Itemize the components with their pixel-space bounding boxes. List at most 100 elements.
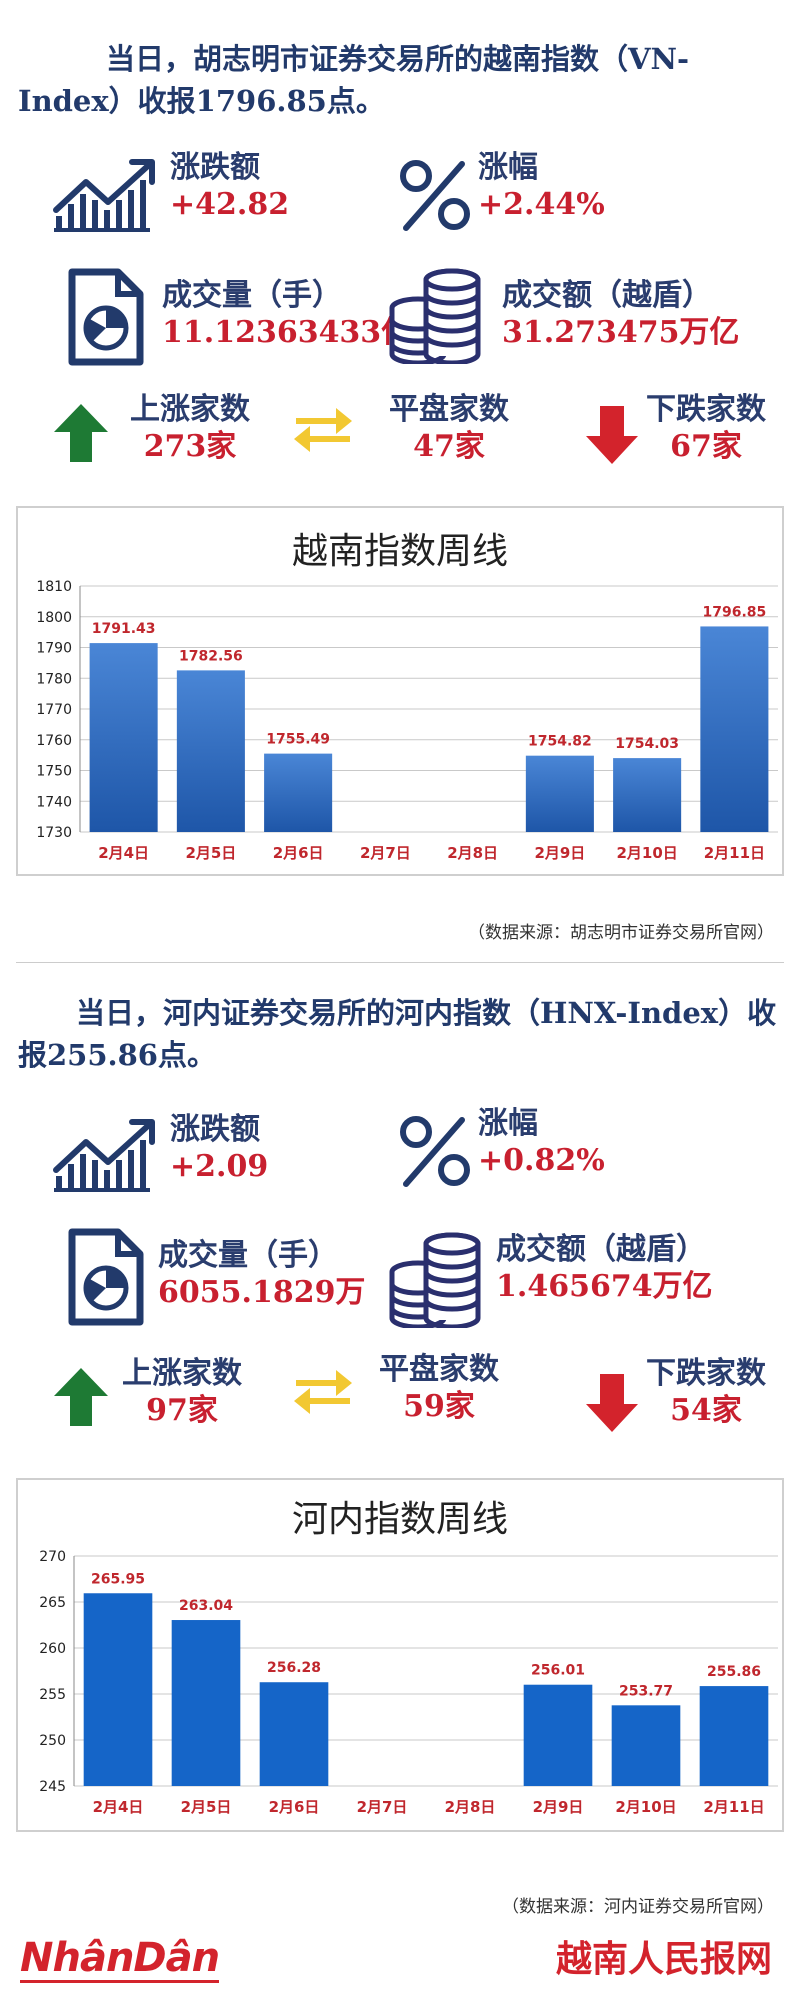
bar	[699, 1686, 769, 1786]
arrow-down-icon	[586, 1374, 638, 1432]
chart-trend-up-icon	[53, 159, 155, 232]
down-label: 下跌家数	[646, 1356, 766, 1391]
bar	[176, 670, 245, 832]
bar-value-label: 1782.56	[179, 648, 243, 664]
x-tick-label: 2月8日	[447, 844, 498, 862]
bar-value-label: 253.77	[619, 1683, 673, 1699]
x-tick-label: 2月4日	[93, 1798, 144, 1816]
down-value: 54家	[670, 1393, 742, 1428]
up-value: 97家	[146, 1393, 218, 1428]
hose-volume: 成交量（手） 11.12363433亿	[162, 278, 411, 352]
x-tick-label: 2月5日	[185, 844, 236, 862]
brand-name: 越南人民报网	[555, 1939, 772, 1980]
turnover-value: 31.273475万亿	[502, 315, 740, 350]
down-label: 下跌家数	[646, 392, 766, 427]
x-tick-label: 2月10日	[615, 1798, 676, 1816]
coins-stack-icon	[389, 1232, 481, 1328]
x-tick-label: 2月9日	[534, 844, 585, 862]
volume-label: 成交量（手）	[162, 278, 342, 313]
x-tick-label: 2月8日	[445, 1798, 496, 1816]
hose-pct: 涨幅 +2.44%	[478, 150, 605, 224]
up-label: 上涨家数	[122, 1356, 242, 1391]
hnx-turnover: 成交额（越盾） 1.465674万亿	[496, 1232, 713, 1306]
percent-icon	[400, 1116, 470, 1187]
arrow-up-icon	[54, 404, 108, 462]
bar	[83, 1593, 153, 1786]
swap-arrows-icon	[294, 1370, 352, 1414]
bar	[613, 758, 682, 832]
bar	[171, 1620, 241, 1786]
bar-value-label: 263.04	[179, 1598, 233, 1614]
volume-label: 成交量（手）	[158, 1238, 338, 1273]
y-tick-label: 260	[39, 1641, 66, 1657]
arrow-up-icon	[54, 1368, 108, 1426]
change-value: +42.82	[170, 187, 290, 222]
vnindex-chart-plot: 1730 1740 1750 1760 1770 1780 1790 1800 1810 1791…	[36, 579, 778, 862]
hnx-pct: 涨幅 +0.82%	[478, 1106, 605, 1180]
percent-icon	[400, 160, 470, 231]
hose-up-count: 上涨家数 273家	[110, 392, 270, 466]
bar-value-label: 1754.82	[528, 734, 592, 750]
hose-change: 涨跌额 +42.82	[170, 150, 289, 224]
chart-trend-up-icon	[53, 1119, 155, 1192]
hnxindex-chart-plot: 245 250 255 260 265 270 265.95 2月4日 263.04 2月5日 25…	[39, 1549, 778, 1816]
x-tick-label: 2月10日	[616, 844, 677, 862]
hnx-volume: 成交量（手） 6055.1829万	[158, 1238, 365, 1312]
y-tick-label: 1750	[36, 764, 72, 780]
pct-label: 涨幅	[478, 150, 538, 185]
y-tick-label: 1800	[36, 610, 72, 626]
volume-value: 6055.1829万	[158, 1275, 366, 1310]
y-tick-label: 1740	[36, 794, 72, 810]
up-label: 上涨家数	[130, 392, 250, 427]
bar-value-label: 256.28	[267, 1660, 321, 1676]
y-tick-label: 1770	[36, 702, 72, 718]
hose-down-count: 下跌家数 67家	[626, 392, 786, 466]
x-tick-label: 2月4日	[98, 844, 149, 862]
y-tick-label: 265	[39, 1595, 66, 1611]
bar-value-label: 265.95	[91, 1571, 145, 1587]
bar	[259, 1682, 329, 1786]
hose-flat-count: 平盘家数 47家	[364, 392, 534, 466]
change-label: 涨跌额	[170, 150, 260, 185]
hnx-source: （数据来源：河内证券交易所官网）	[502, 1897, 774, 1917]
hose-source: （数据来源：胡志明市证券交易所官网）	[468, 923, 774, 943]
arrow-down-icon	[586, 406, 638, 464]
bar-value-label: 256.01	[531, 1663, 585, 1679]
bar	[264, 753, 333, 832]
y-tick-label: 245	[39, 1779, 66, 1795]
x-tick-label: 2月7日	[357, 1798, 408, 1816]
nhandan-logo: NhânDân	[20, 1935, 220, 1983]
flat-label: 平盘家数	[379, 1352, 499, 1387]
bar	[523, 1684, 593, 1786]
y-tick-label: 1790	[36, 641, 72, 657]
chart-title: 河内指数周线	[291, 1499, 508, 1540]
volume-value: 11.12363433亿	[162, 315, 412, 350]
section-divider	[16, 962, 784, 963]
flat-value: 47家	[413, 429, 485, 464]
swap-arrows-icon	[294, 408, 352, 452]
change-value: +2.09	[170, 1149, 269, 1184]
bar-value-label: 1791.43	[92, 621, 156, 637]
x-tick-label: 2月6日	[269, 1798, 320, 1816]
y-tick-label: 250	[39, 1733, 66, 1749]
change-label: 涨跌额	[170, 1112, 260, 1147]
y-tick-label: 1730	[36, 825, 72, 841]
pct-label: 涨幅	[478, 1106, 538, 1141]
flat-value: 59家	[403, 1389, 475, 1424]
bar	[525, 755, 594, 832]
turnover-label: 成交额（越盾）	[502, 278, 712, 313]
x-tick-label: 2月11日	[704, 844, 765, 862]
y-tick-label: 1760	[36, 733, 72, 749]
x-tick-label: 2月6日	[273, 844, 324, 862]
hnx-headline: 当日，河内证券交易所的河内指数（HNX-Index）收报255.86点。	[18, 996, 777, 1072]
coins-stack-icon	[389, 268, 481, 364]
pct-value: +0.82%	[478, 1143, 605, 1178]
x-tick-label: 2月11日	[703, 1798, 764, 1816]
hnx-down-count: 下跌家数 54家	[626, 1356, 786, 1430]
pct-value: +2.44%	[478, 187, 605, 222]
y-tick-label: 1810	[36, 579, 72, 595]
y-tick-label: 270	[39, 1549, 66, 1565]
turnover-label: 成交额（越盾）	[496, 1232, 706, 1267]
document-pie-icon	[68, 268, 144, 366]
vnindex-weekly-chart: 越南指数周线 1730 1740 1750 1760 1770 1780 1790 1800 1…	[16, 506, 784, 876]
